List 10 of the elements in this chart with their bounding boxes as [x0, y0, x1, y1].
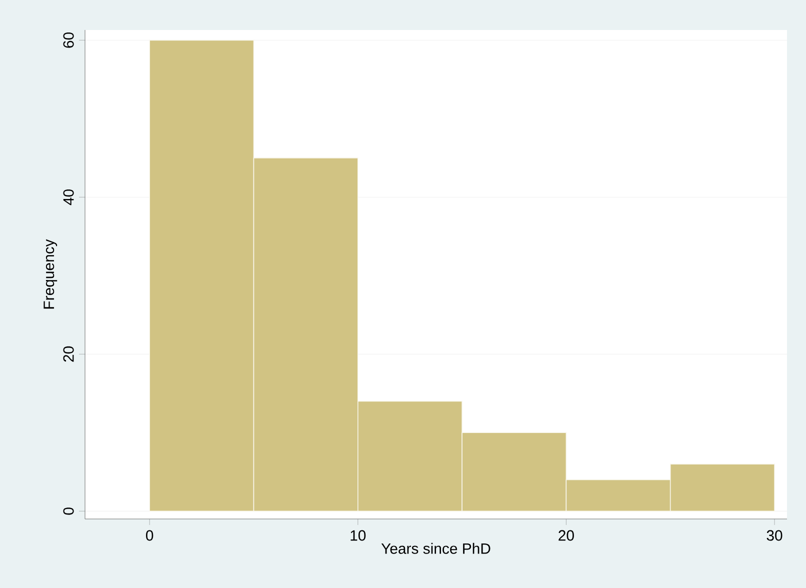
x-axis-title: Years since PhD	[381, 542, 490, 554]
y-axis-title: Frequency	[44, 239, 58, 309]
y-tick-label: 20	[63, 346, 74, 362]
y-tick-label: 0	[63, 508, 74, 515]
x-tick-label: 0	[146, 530, 154, 541]
x-tick-label: 30	[766, 530, 782, 541]
y-tick-label: 40	[63, 189, 74, 206]
x-tick-label: 20	[558, 530, 574, 541]
x-tick-label: 10	[350, 530, 366, 541]
y-tick-label: 60	[63, 32, 74, 48]
